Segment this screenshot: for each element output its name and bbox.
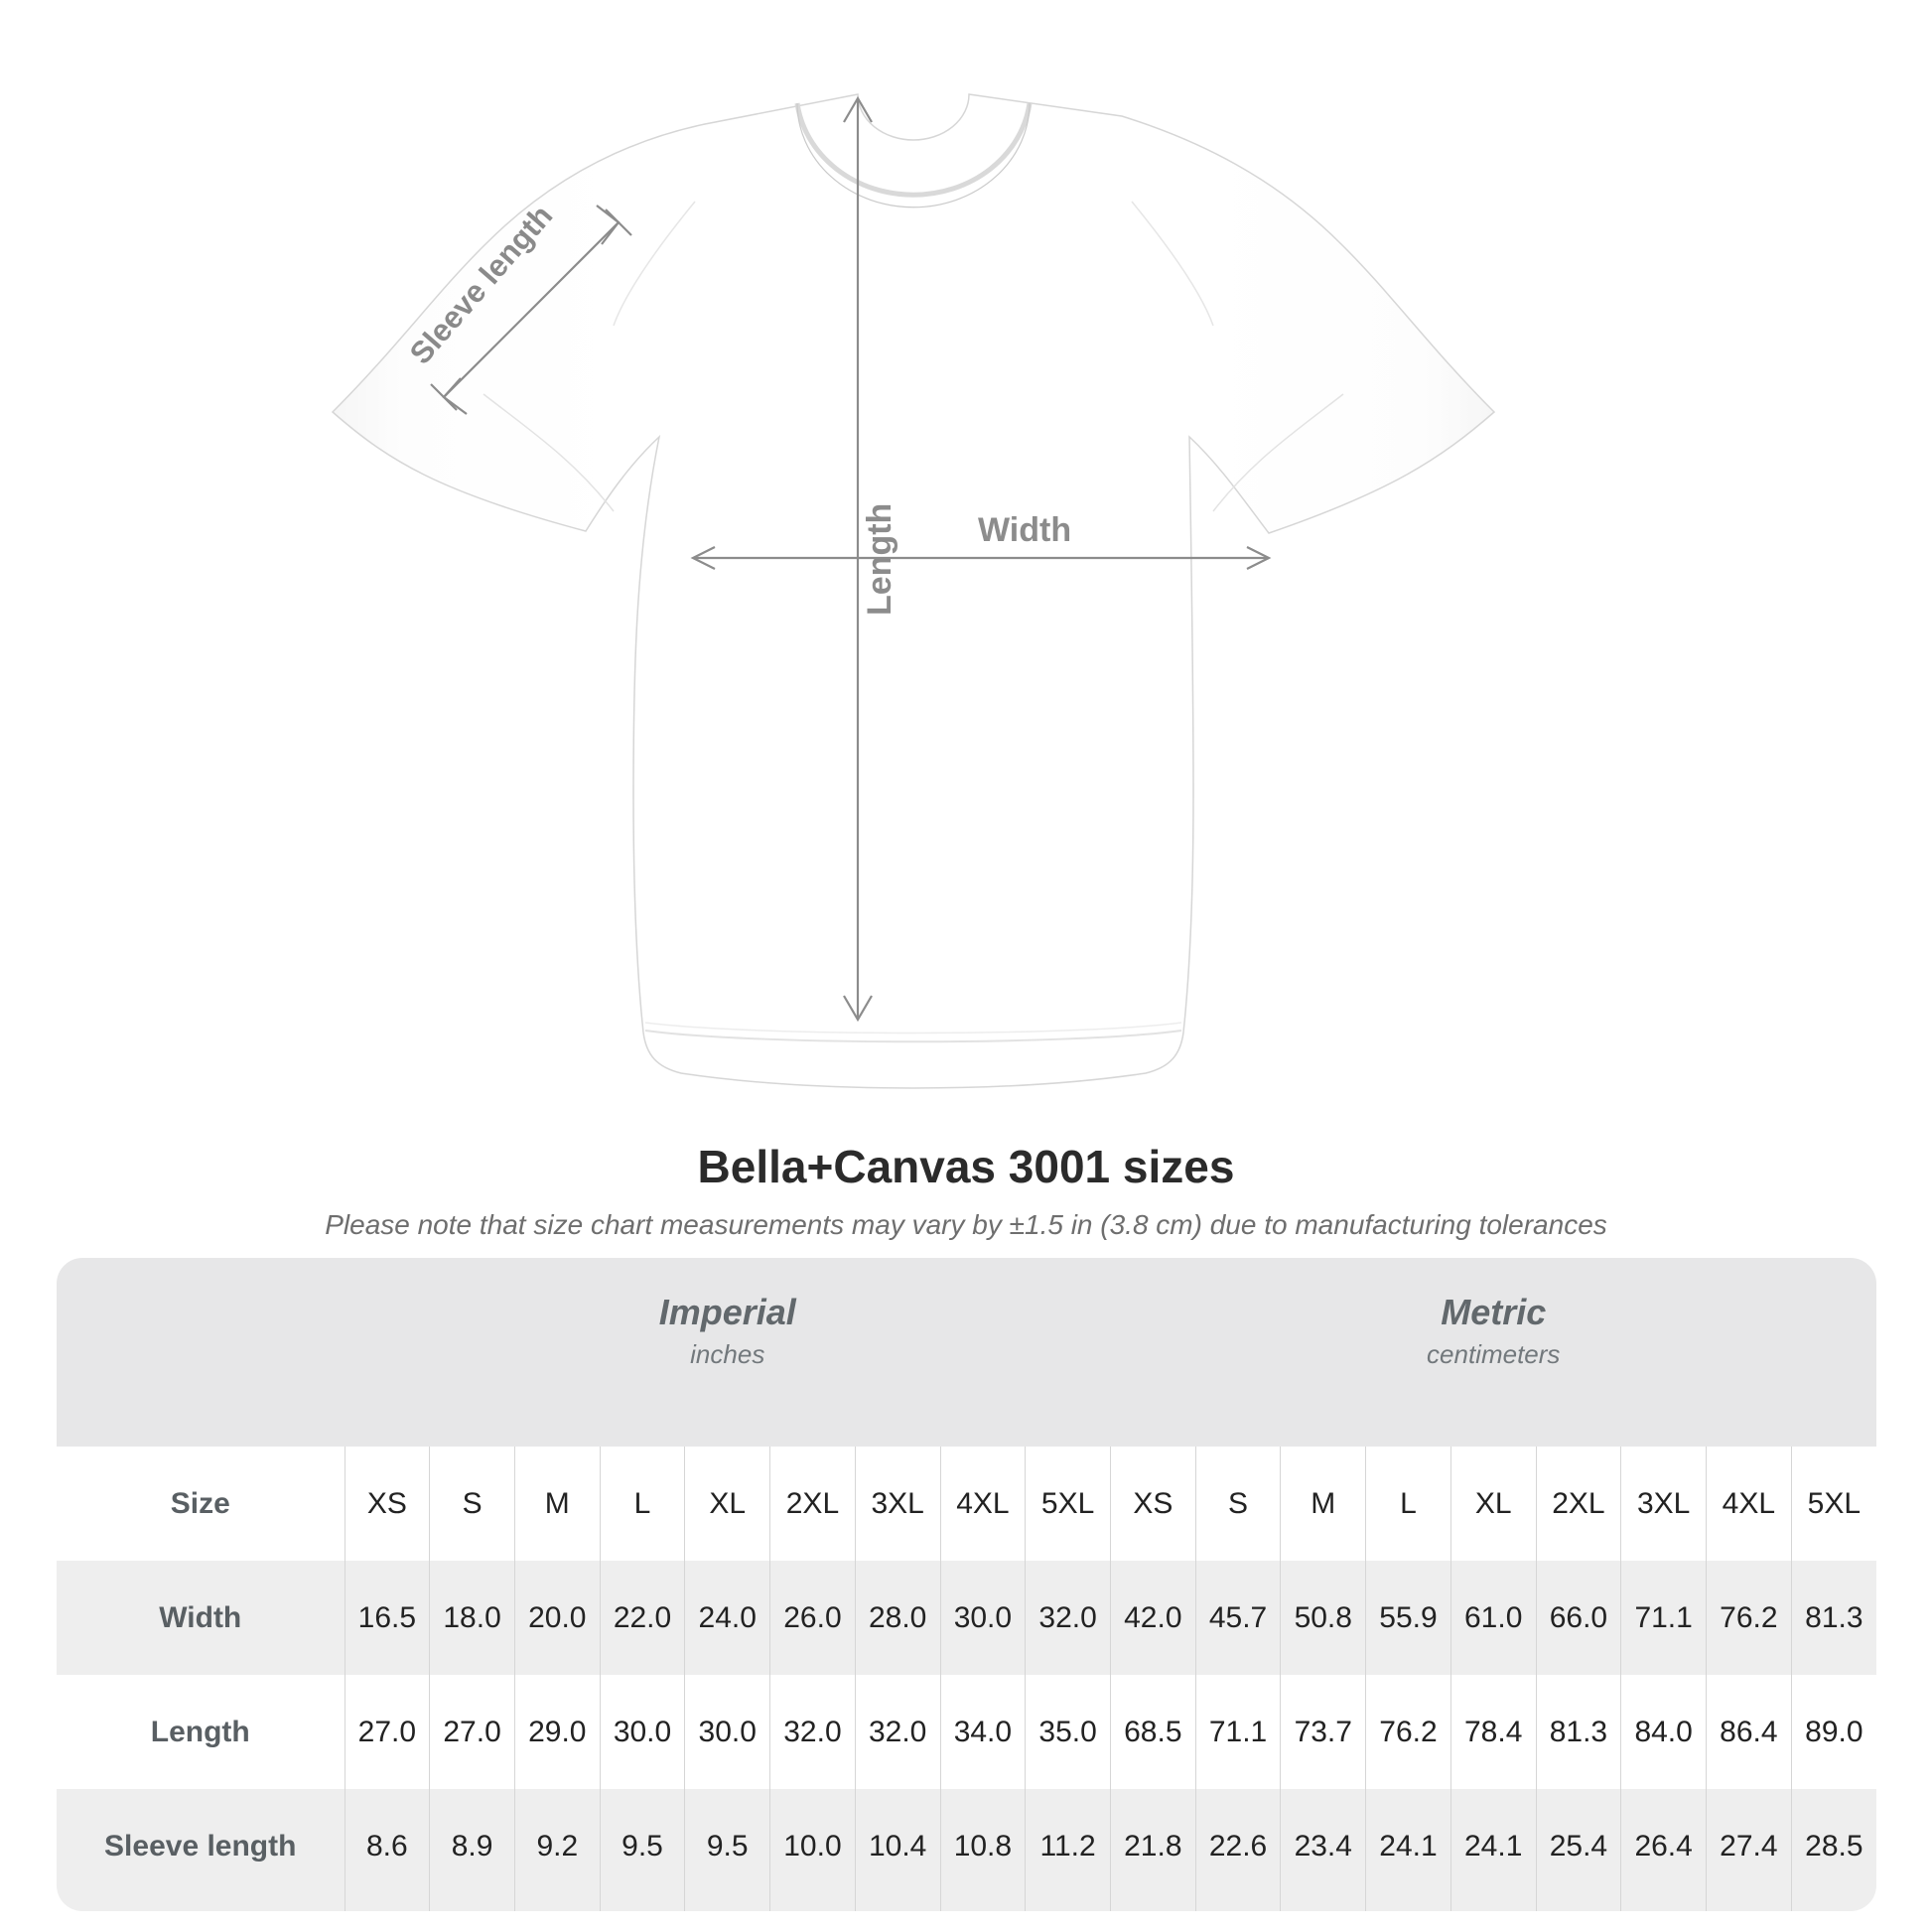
svg-text:Length: Length	[861, 503, 898, 616]
svg-text:Width: Width	[978, 511, 1071, 549]
